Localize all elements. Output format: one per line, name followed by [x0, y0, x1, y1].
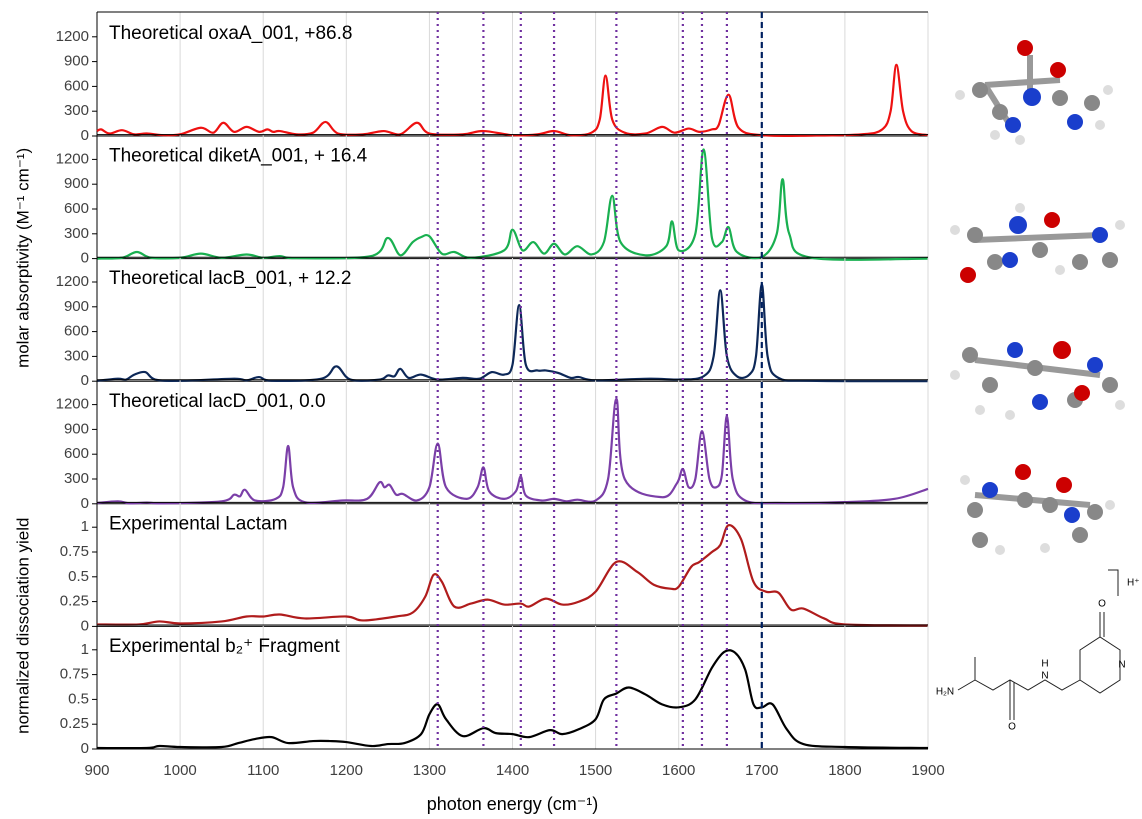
- y-tick-label: 900: [64, 53, 89, 70]
- y-tick-label: 0: [81, 372, 89, 389]
- y-tick-label: 900: [64, 420, 89, 437]
- y-axis-label: normalized dissociation yield: [13, 518, 32, 734]
- y-tick-label: 900: [64, 298, 89, 315]
- y-tick-label: 0.75: [60, 543, 89, 560]
- x-tick-label: 1400: [496, 762, 529, 779]
- atom-label: H₂N: [936, 687, 954, 698]
- panel-title: Theoretical lacD_001, 0.0: [109, 391, 326, 412]
- molecule-lacD: [960, 464, 1115, 555]
- y-tick-label: 600: [64, 323, 89, 340]
- x-tick-label: 1000: [163, 762, 196, 779]
- panel: 0 300 600 900 1200 Theoretical oxaA_001, +86.…: [56, 12, 928, 144]
- panel-title: Theoretical diketA_001, + 16.4: [109, 146, 368, 167]
- chemical-structure: H⁺ H₂N H N O O N: [936, 570, 1140, 733]
- atom-label: N: [1041, 671, 1048, 682]
- atom-label: N: [1118, 660, 1125, 671]
- y-tick-label: 600: [64, 445, 89, 462]
- y-tick-label: 0: [81, 127, 89, 144]
- y-tick-label: 300: [64, 347, 89, 364]
- y-tick-label: 900: [64, 175, 89, 192]
- x-tick-label: 1100: [247, 762, 279, 779]
- y-tick-label: 0: [81, 250, 89, 267]
- x-tick-label: 1600: [662, 762, 695, 779]
- panel-title: Theoretical lacB_001, + 12.2: [109, 268, 351, 289]
- y-tick-label: 300: [64, 470, 89, 487]
- atom-label: H: [1041, 659, 1048, 670]
- y-tick-label: 0.25: [60, 593, 89, 610]
- y-tick-label: 1: [81, 641, 89, 658]
- y-tick-label: 0: [81, 495, 89, 512]
- y-tick-label: 0: [81, 617, 89, 634]
- x-tick-label: 1500: [579, 762, 612, 779]
- molecule-oxaA: [955, 40, 1113, 145]
- panel: 0 300 600 900 1200 Theoretical lacD_001, 0.0: [56, 380, 928, 512]
- molecule-lacB: [950, 341, 1125, 420]
- panel: 0 300 600 900 1200 Theoretical diketA_001, + …: [56, 135, 928, 267]
- x-tick-label: 1900: [911, 762, 944, 779]
- x-tick-label: 900: [84, 762, 109, 779]
- y-tick-label: 1200: [56, 273, 89, 290]
- panel-title: Experimental b₂⁺ Fragment: [109, 636, 340, 657]
- panel-title: Theoretical oxaA_001, +86.8: [109, 23, 352, 44]
- y-tick-label: 600: [64, 200, 89, 217]
- y-tick-label: 0.25: [60, 715, 89, 732]
- atom-label: O: [1008, 722, 1016, 733]
- molecule-diketA: [950, 203, 1125, 283]
- charge-label: H⁺: [1127, 578, 1140, 589]
- y-tick-label: 300: [64, 225, 89, 242]
- panel: 0 300 600 900 1200 Theoretical lacB_001, + 12…: [56, 257, 928, 389]
- panel: 0 0.25 0.5 0.75 1 Experimental Lactam: [60, 502, 928, 634]
- x-axis-label: photon energy (cm⁻¹): [427, 794, 599, 814]
- x-tick-label: 1700: [745, 762, 778, 779]
- atom-label: O: [1098, 599, 1106, 610]
- y-tick-label: 600: [64, 77, 89, 94]
- y-tick-label: 1: [81, 518, 89, 535]
- y-tick-label: 0.5: [68, 690, 89, 707]
- y-tick-label: 1200: [56, 28, 89, 45]
- molecules: [950, 40, 1125, 555]
- y-axis-label: molar absorptivity (M⁻¹ cm⁻¹): [13, 148, 32, 368]
- y-tick-label: 300: [64, 102, 89, 119]
- chart: H⁺ H₂N H N O O N 0 300 600 900 1200 Theoretic…: [0, 0, 1142, 819]
- panel-title: Experimental Lactam: [109, 513, 287, 534]
- y-tick-label: 0.75: [60, 666, 89, 683]
- x-tick-label: 1800: [828, 762, 861, 779]
- y-tick-label: 1200: [56, 150, 89, 167]
- x-tick-label: 1300: [413, 762, 446, 779]
- panel: 0 0.25 0.5 0.75 1 Experimental b₂⁺ Fragment: [60, 625, 928, 757]
- x-tick-label: 1200: [330, 762, 363, 779]
- y-tick-label: 0.5: [68, 568, 89, 585]
- y-tick-label: 1200: [56, 396, 89, 413]
- y-tick-label: 0: [81, 740, 89, 757]
